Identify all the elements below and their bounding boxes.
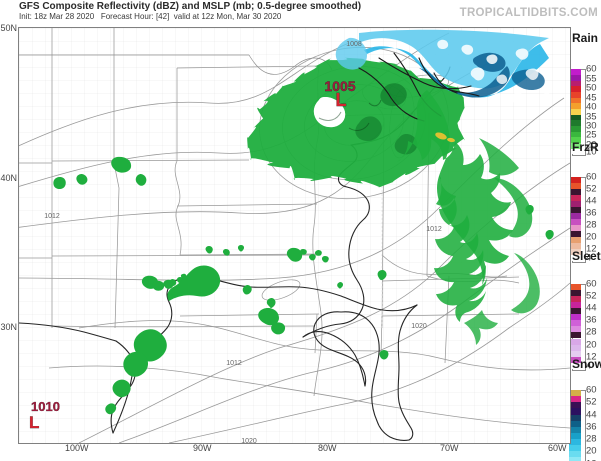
svg-text:1020: 1020: [411, 323, 427, 330]
svg-text:1008: 1008: [346, 41, 362, 48]
svg-text:1020: 1020: [241, 438, 257, 443]
svg-text:L: L: [29, 413, 39, 432]
svg-text:1012: 1012: [226, 360, 242, 367]
svg-text:L: L: [336, 90, 347, 110]
svg-text:1012: 1012: [426, 226, 442, 233]
svg-text:1012: 1012: [44, 213, 60, 220]
svg-text:1010: 1010: [31, 399, 60, 414]
